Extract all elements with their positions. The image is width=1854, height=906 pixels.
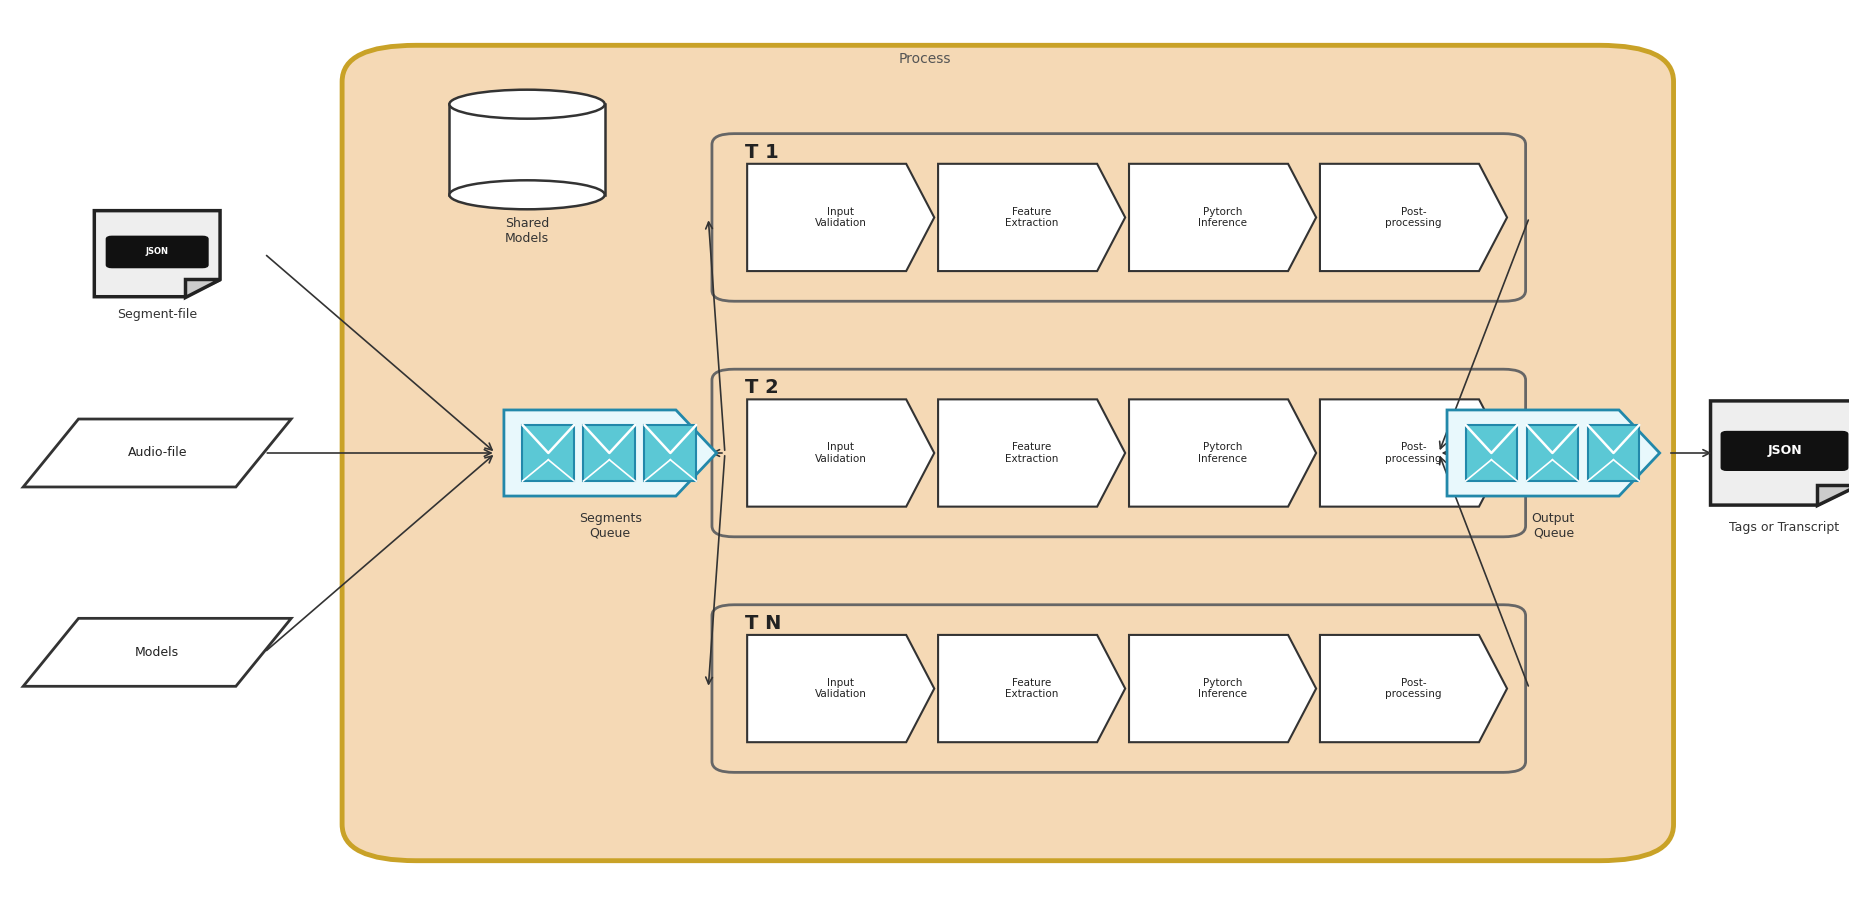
Polygon shape bbox=[95, 210, 221, 297]
Polygon shape bbox=[24, 618, 291, 687]
Polygon shape bbox=[1129, 164, 1316, 271]
Polygon shape bbox=[1320, 635, 1507, 742]
Text: Pytorch
Inference: Pytorch Inference bbox=[1198, 207, 1248, 228]
Polygon shape bbox=[1320, 164, 1507, 271]
Text: Input
Validation: Input Validation bbox=[814, 442, 866, 464]
Polygon shape bbox=[1320, 400, 1507, 506]
Text: Input
Validation: Input Validation bbox=[814, 207, 866, 228]
Polygon shape bbox=[24, 419, 291, 487]
FancyBboxPatch shape bbox=[1587, 425, 1639, 481]
Text: Audio-file: Audio-file bbox=[128, 447, 187, 459]
FancyBboxPatch shape bbox=[1526, 425, 1578, 481]
FancyBboxPatch shape bbox=[1465, 425, 1517, 481]
Text: T 1: T 1 bbox=[745, 142, 779, 161]
Text: Feature
Extraction: Feature Extraction bbox=[1005, 207, 1059, 228]
Text: Pytorch
Inference: Pytorch Inference bbox=[1198, 678, 1248, 699]
FancyBboxPatch shape bbox=[712, 133, 1526, 301]
FancyBboxPatch shape bbox=[584, 425, 636, 481]
FancyBboxPatch shape bbox=[106, 236, 208, 267]
Text: JSON: JSON bbox=[146, 247, 169, 256]
FancyBboxPatch shape bbox=[712, 370, 1526, 536]
Polygon shape bbox=[1711, 400, 1854, 505]
Text: Segments
Queue: Segments Queue bbox=[578, 512, 641, 540]
Polygon shape bbox=[1129, 635, 1316, 742]
Text: Feature
Extraction: Feature Extraction bbox=[1005, 678, 1059, 699]
Text: JSON: JSON bbox=[1767, 445, 1802, 458]
Text: Input
Validation: Input Validation bbox=[814, 678, 866, 699]
Polygon shape bbox=[185, 279, 221, 297]
Polygon shape bbox=[938, 400, 1125, 506]
Text: T 2: T 2 bbox=[745, 379, 779, 397]
Ellipse shape bbox=[449, 180, 604, 209]
Polygon shape bbox=[1129, 400, 1316, 506]
Text: Feature
Extraction: Feature Extraction bbox=[1005, 442, 1059, 464]
Text: Pytorch
Inference: Pytorch Inference bbox=[1198, 442, 1248, 464]
Polygon shape bbox=[747, 635, 934, 742]
Text: Process: Process bbox=[899, 52, 951, 66]
Polygon shape bbox=[1446, 410, 1659, 496]
Text: Post-
processing: Post- processing bbox=[1385, 207, 1442, 228]
Text: Segment-file: Segment-file bbox=[117, 308, 197, 321]
Text: T N: T N bbox=[745, 614, 782, 632]
FancyBboxPatch shape bbox=[712, 605, 1526, 772]
FancyBboxPatch shape bbox=[645, 425, 697, 481]
FancyBboxPatch shape bbox=[523, 425, 575, 481]
Text: Post-
processing: Post- processing bbox=[1385, 678, 1442, 699]
Polygon shape bbox=[747, 400, 934, 506]
Polygon shape bbox=[938, 635, 1125, 742]
Text: Tags or Transcript: Tags or Transcript bbox=[1730, 521, 1839, 534]
Text: Output
Queue: Output Queue bbox=[1531, 512, 1576, 540]
Ellipse shape bbox=[449, 90, 604, 119]
Polygon shape bbox=[747, 164, 934, 271]
Text: Post-
processing: Post- processing bbox=[1385, 442, 1442, 464]
Text: Shared
Models: Shared Models bbox=[504, 217, 549, 246]
Polygon shape bbox=[1817, 485, 1854, 505]
Polygon shape bbox=[938, 164, 1125, 271]
Bar bbox=[449, 104, 604, 195]
FancyBboxPatch shape bbox=[343, 45, 1674, 861]
Polygon shape bbox=[504, 410, 717, 496]
Text: Models: Models bbox=[135, 646, 180, 659]
FancyBboxPatch shape bbox=[1721, 431, 1848, 470]
